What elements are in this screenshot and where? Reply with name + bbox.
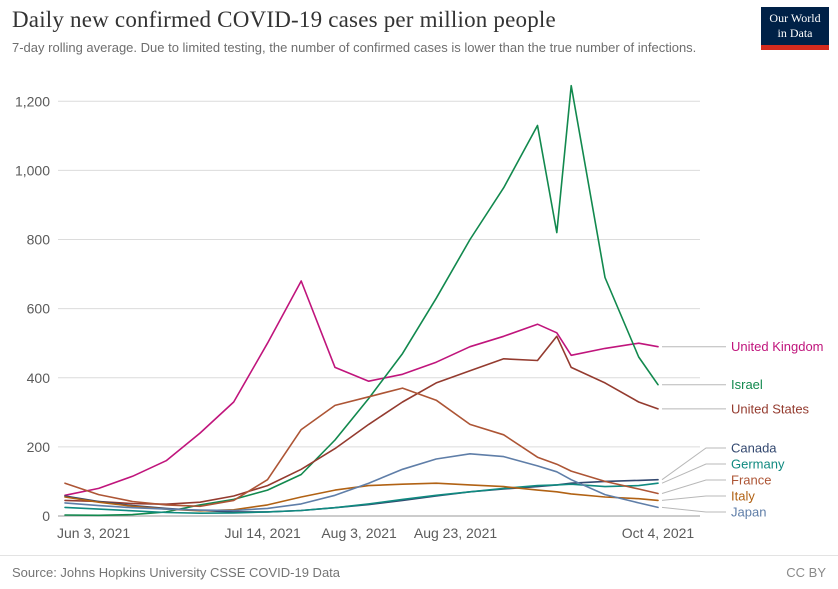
x-tick-label: Aug 23, 2021 [414,525,498,541]
y-tick-label: 600 [27,301,51,317]
owid-logo-line1: Our World [769,11,821,25]
chart-plot[interactable]: 0 200 400 600 800 1,000 1,200 Jun 3, 2021 Jul 14… [0,76,838,554]
license-link[interactable]: CC BY [786,565,826,580]
y-tick-label: 800 [27,232,51,248]
leader-line-japan [661,506,726,513]
series-line-france[interactable] [64,387,659,508]
series-line-japan[interactable] [64,452,659,512]
x-tick-label: Aug 3, 2021 [321,525,397,541]
series-line-united-states[interactable] [64,335,659,506]
leader-line-canada [661,447,726,481]
x-tick-label: Jul 14, 2021 [225,525,301,541]
series-label-united-states[interactable]: United States [731,401,810,416]
leader-line-france [661,479,726,494]
source-note[interactable]: Source: Johns Hopkins University CSSE CO… [12,565,341,580]
series-line-germany[interactable] [64,482,659,515]
chart-footer: Source: Johns Hopkins University CSSE CO… [0,555,838,589]
series-label-japan[interactable]: Japan [731,505,766,520]
owid-logo[interactable]: Our World in Data [761,7,829,50]
series-line-united-kingdom[interactable] [64,280,659,497]
series-label-israel[interactable]: Israel [731,377,763,392]
chart-header: Daily new confirmed COVID-19 cases per m… [12,7,743,57]
leader-line-germany [661,463,726,484]
leader-line-italy [661,495,726,501]
series-label-germany[interactable]: Germany [731,457,785,472]
y-tick-label: 1,200 [15,93,50,109]
y-tick-label: 400 [27,370,51,386]
x-tick-label: Oct 4, 2021 [622,525,695,541]
y-tick-label: 1,000 [15,162,50,178]
series-label-united-kingdom[interactable]: United Kingdom [731,339,824,354]
series-label-france[interactable]: France [731,473,771,488]
series-label-italy[interactable]: Italy [731,489,755,504]
chart-title: Daily new confirmed COVID-19 cases per m… [12,7,556,32]
x-tick-label: Jun 3, 2021 [57,525,130,541]
owid-logo-line2: in Data [777,26,813,40]
chart-subtitle: 7-day rolling average. Due to limited te… [12,40,697,55]
y-tick-label: 0 [42,508,50,524]
series-line-israel[interactable] [64,84,659,517]
y-tick-label: 200 [27,439,51,455]
series-label-canada[interactable]: Canada [731,441,777,456]
